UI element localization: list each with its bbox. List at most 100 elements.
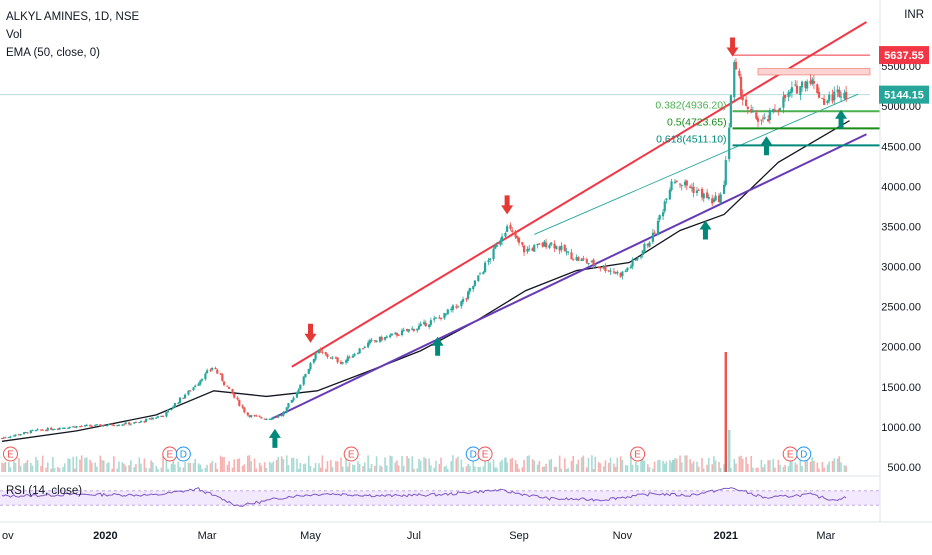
candle-body xyxy=(643,243,646,252)
volume-bar xyxy=(111,468,113,472)
volume-bar xyxy=(558,455,561,472)
earnings-marker-label: E xyxy=(348,450,355,461)
candle-body xyxy=(255,415,258,417)
candle-body xyxy=(670,181,673,191)
volume-bar xyxy=(430,465,432,472)
candle-body xyxy=(516,236,519,239)
volume-bar xyxy=(577,459,580,472)
candle-body xyxy=(100,425,104,427)
candle-body xyxy=(795,85,799,94)
candle-body xyxy=(250,415,253,418)
volume-bar xyxy=(545,463,547,472)
volume-bar xyxy=(26,459,29,472)
candle-body xyxy=(639,256,643,258)
candle-body xyxy=(763,117,766,119)
candle-body xyxy=(528,248,531,250)
candle-body xyxy=(263,418,266,420)
candle-body xyxy=(319,349,322,352)
candle-body xyxy=(129,423,132,425)
candle-body xyxy=(67,427,70,429)
volume-bar xyxy=(538,460,541,472)
volume-bar xyxy=(99,455,102,472)
axes-layer: 500.00 1000.00 1500.00 2000.00 2500.00 3000.0… xyxy=(2,0,929,542)
volume-bar xyxy=(84,457,86,472)
earnings-marker-label: E xyxy=(787,450,794,461)
volume-bar xyxy=(80,455,83,472)
volume-bar xyxy=(162,455,164,472)
candle-body xyxy=(536,243,539,246)
candle-body xyxy=(233,394,236,398)
volume-bar xyxy=(424,458,427,472)
candle-body xyxy=(678,183,682,185)
volume-bar xyxy=(433,467,436,472)
volume-bar xyxy=(40,465,42,472)
resistance-price-tag-bg xyxy=(879,46,929,65)
candle-body xyxy=(272,416,275,419)
candle-body xyxy=(634,259,638,261)
candle-body xyxy=(553,243,556,249)
volume-bar xyxy=(423,457,425,472)
volume-bar xyxy=(243,464,246,472)
candle-body xyxy=(838,89,841,97)
candle-body xyxy=(482,272,485,275)
candle-body xyxy=(692,186,695,194)
candle-body xyxy=(341,362,344,364)
candle-body xyxy=(248,415,251,417)
volume-bar xyxy=(192,463,195,472)
volume-bar xyxy=(452,455,454,472)
volume-bar xyxy=(543,466,546,472)
volume-bar xyxy=(69,458,71,472)
candle-body xyxy=(680,184,683,186)
trendline-upper-channel xyxy=(291,21,867,368)
candle-body xyxy=(122,424,126,426)
earnings-marker xyxy=(630,446,646,462)
volume-bar xyxy=(462,467,464,472)
candle-body xyxy=(390,333,393,336)
volume-bar xyxy=(479,466,481,472)
trendline-thin-channel xyxy=(534,93,859,235)
volume-bar xyxy=(369,468,371,472)
candle-body xyxy=(2,437,5,439)
candle-body xyxy=(712,199,716,203)
volume-bar xyxy=(67,458,69,472)
volume-bar xyxy=(263,462,266,472)
volume-bar xyxy=(514,460,517,472)
volume-bar xyxy=(658,460,661,472)
candle-body xyxy=(812,81,816,84)
volume-bar xyxy=(348,462,351,472)
candle-body xyxy=(580,258,583,262)
volume-bar xyxy=(282,459,285,472)
candle-body xyxy=(287,403,290,408)
volume-bar xyxy=(674,457,676,472)
volume-bar xyxy=(250,461,252,472)
volume-bar xyxy=(199,464,202,472)
candle-body xyxy=(102,425,105,427)
candle-body xyxy=(531,248,534,251)
volume-bar xyxy=(536,464,539,472)
volume-bar xyxy=(416,468,419,472)
candle-body xyxy=(629,266,632,268)
candle-body xyxy=(550,242,553,245)
candle-body xyxy=(373,340,377,342)
volume-bar xyxy=(443,466,446,472)
volume-bar xyxy=(609,457,612,472)
volume-bar xyxy=(594,456,597,472)
volume-bar xyxy=(484,455,486,472)
volume-bar xyxy=(177,461,180,472)
volume-bar xyxy=(738,456,741,472)
fib-label: 0.382(4936.20) xyxy=(655,99,726,111)
candle-body xyxy=(558,246,561,251)
volume-bar xyxy=(14,462,17,472)
volume-bar xyxy=(553,466,556,472)
volume-bar xyxy=(719,467,722,472)
fib-label: 0.5(4723.65) xyxy=(667,116,727,128)
candle-body xyxy=(739,76,743,96)
volume-bar xyxy=(806,459,808,472)
candle-body xyxy=(297,389,300,393)
candle-body xyxy=(111,423,114,426)
volume-bar xyxy=(714,460,717,472)
volume-bar xyxy=(599,463,602,472)
candle-body xyxy=(422,322,426,324)
volume-bar xyxy=(31,465,34,472)
